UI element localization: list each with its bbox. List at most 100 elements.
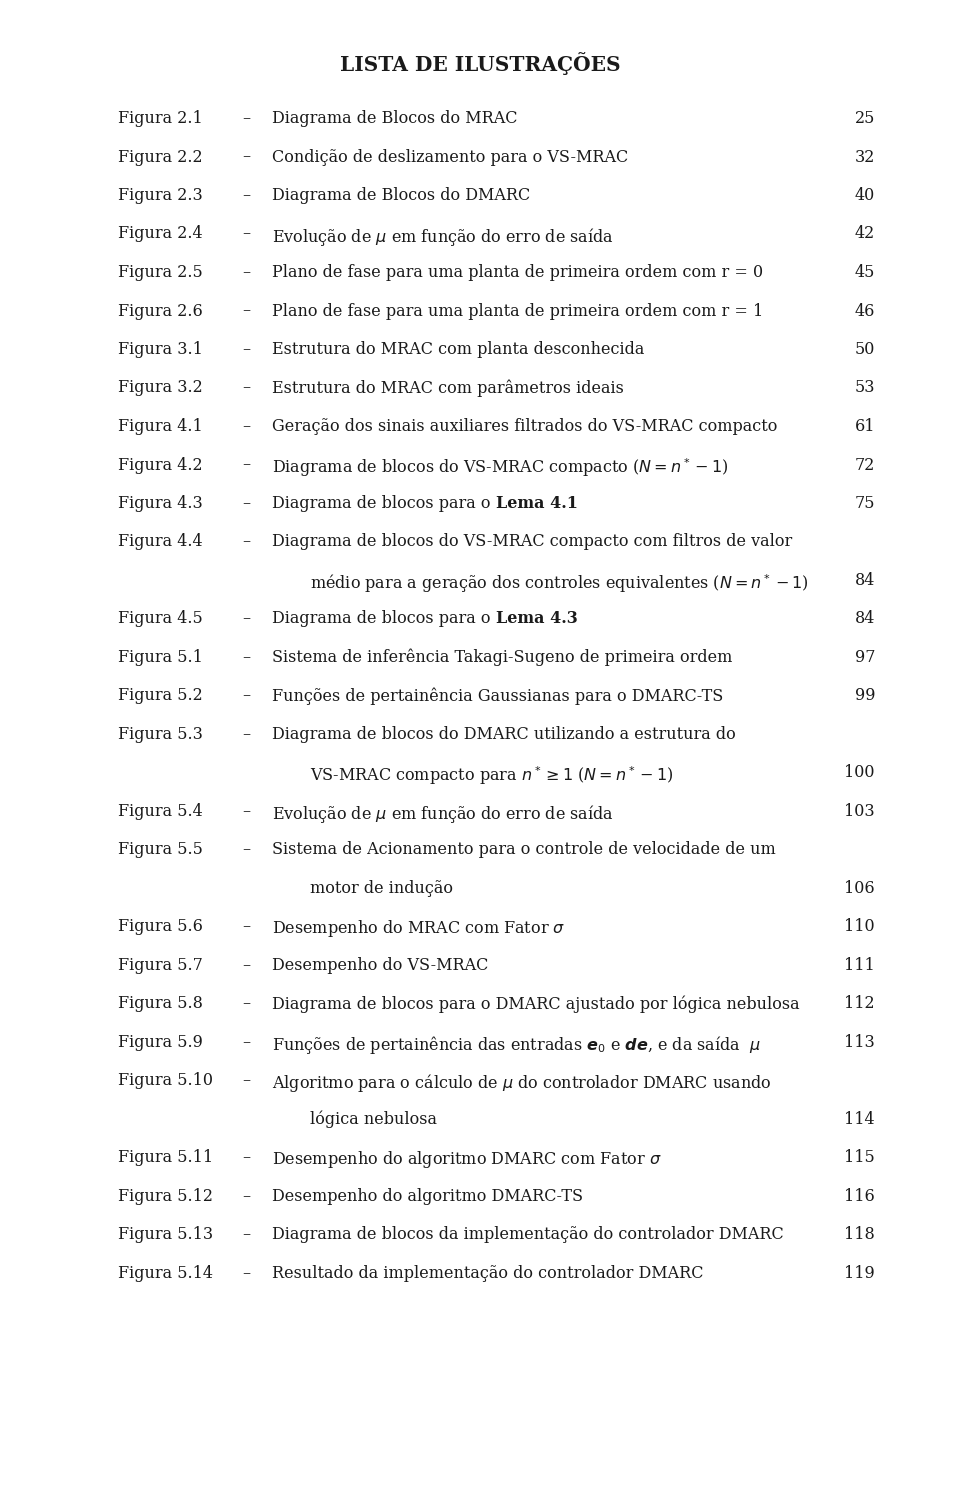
Text: 53: 53	[854, 379, 875, 397]
Text: Figura 5.8: Figura 5.8	[118, 996, 203, 1012]
Text: Figura 4.5: Figura 4.5	[118, 611, 203, 627]
Text: –: –	[242, 918, 251, 936]
Text: 84: 84	[854, 572, 875, 588]
Text: 97: 97	[854, 649, 875, 666]
Text: VS-MRAC compacto para $n^* \geq 1$ ($N = n^* - 1$): VS-MRAC compacto para $n^* \geq 1$ ($N =…	[310, 764, 673, 788]
Text: Plano de fase para uma planta de primeira ordem com r = 0: Plano de fase para uma planta de primeir…	[272, 265, 763, 281]
Text: 114: 114	[845, 1112, 875, 1128]
Text: –: –	[242, 226, 251, 242]
Text: 99: 99	[854, 688, 875, 704]
Text: –: –	[242, 265, 251, 281]
Text: Plano de fase para uma planta de primeira ordem com r = 1: Plano de fase para uma planta de primeir…	[272, 303, 763, 319]
Text: Figura 2.6: Figura 2.6	[118, 303, 203, 319]
Text: 111: 111	[844, 957, 875, 973]
Text: Figura 4.3: Figura 4.3	[118, 495, 203, 513]
Text: Figura 5.2: Figura 5.2	[118, 688, 203, 704]
Text: –: –	[242, 1150, 251, 1167]
Text: 100: 100	[845, 764, 875, 782]
Text: Desempenho do MRAC com Fator $\sigma$: Desempenho do MRAC com Fator $\sigma$	[272, 918, 565, 939]
Text: Figura 5.14: Figura 5.14	[118, 1265, 213, 1282]
Text: –: –	[242, 1073, 251, 1089]
Text: Figura 2.3: Figura 2.3	[118, 187, 203, 204]
Text: 46: 46	[854, 303, 875, 319]
Text: Funções de pertainência Gaussianas para o DMARC-TS: Funções de pertainência Gaussianas para …	[272, 688, 723, 704]
Text: motor de indução: motor de indução	[310, 880, 453, 898]
Text: –: –	[242, 611, 251, 627]
Text: Figura 5.11: Figura 5.11	[118, 1150, 213, 1167]
Text: 72: 72	[854, 456, 875, 474]
Text: 25: 25	[854, 110, 875, 126]
Text: Diagrama de blocos do VS-MRAC compacto com filtros de valor: Diagrama de blocos do VS-MRAC compacto c…	[272, 533, 792, 550]
Text: Figura 5.4: Figura 5.4	[118, 802, 203, 820]
Text: –: –	[242, 688, 251, 704]
Text: –: –	[242, 841, 251, 859]
Text: –: –	[242, 802, 251, 820]
Text: –: –	[242, 340, 251, 358]
Text: Figura 5.9: Figura 5.9	[118, 1034, 203, 1051]
Text: 32: 32	[854, 149, 875, 165]
Text: –: –	[242, 418, 251, 435]
Text: Desempenho do VS-MRAC: Desempenho do VS-MRAC	[272, 957, 489, 973]
Text: Figura 4.1: Figura 4.1	[118, 418, 203, 435]
Text: Desempenho do algoritmo DMARC-TS: Desempenho do algoritmo DMARC-TS	[272, 1187, 583, 1205]
Text: Figura 5.3: Figura 5.3	[118, 727, 203, 743]
Text: Evolução de $\mu$ em função do erro de saída: Evolução de $\mu$ em função do erro de s…	[272, 226, 613, 248]
Text: –: –	[242, 727, 251, 743]
Text: Desempenho do algoritmo DMARC com Fator $\sigma$: Desempenho do algoritmo DMARC com Fator …	[272, 1150, 661, 1171]
Text: Figura 2.2: Figura 2.2	[118, 149, 203, 165]
Text: Geração dos sinais auxiliares filtrados do VS-MRAC compacto: Geração dos sinais auxiliares filtrados …	[272, 418, 778, 435]
Text: Figura 5.5: Figura 5.5	[118, 841, 203, 859]
Text: Diagrama de blocos do VS-MRAC compacto ($N = n^* - 1$): Diagrama de blocos do VS-MRAC compacto (…	[272, 456, 729, 478]
Text: lógica nebulosa: lógica nebulosa	[310, 1112, 437, 1128]
Text: –: –	[242, 110, 251, 126]
Text: –: –	[242, 649, 251, 666]
Text: –: –	[242, 957, 251, 973]
Text: 103: 103	[845, 802, 875, 820]
Text: 115: 115	[844, 1150, 875, 1167]
Text: Figura 2.1: Figura 2.1	[118, 110, 203, 126]
Text: Lema 4.3: Lema 4.3	[495, 611, 577, 627]
Text: Lema 4.1: Lema 4.1	[495, 495, 578, 513]
Text: Diagrama de blocos para o DMARC ajustado por lógica nebulosa: Diagrama de blocos para o DMARC ajustado…	[272, 996, 800, 1013]
Text: Figura 5.7: Figura 5.7	[118, 957, 203, 973]
Text: Condição de deslizamento para o VS-MRAC: Condição de deslizamento para o VS-MRAC	[272, 149, 628, 165]
Text: Diagrama de blocos do DMARC utilizando a estrutura do: Diagrama de blocos do DMARC utilizando a…	[272, 727, 735, 743]
Text: Evolução de $\mu$ em função do erro de saída: Evolução de $\mu$ em função do erro de s…	[272, 802, 613, 825]
Text: Figura 5.12: Figura 5.12	[118, 1187, 213, 1205]
Text: Figura 2.4: Figura 2.4	[118, 226, 203, 242]
Text: Diagrama de Blocos do MRAC: Diagrama de Blocos do MRAC	[272, 110, 517, 126]
Text: –: –	[242, 996, 251, 1012]
Text: Sistema de inferência Takagi-Sugeno de primeira ordem: Sistema de inferência Takagi-Sugeno de p…	[272, 649, 732, 667]
Text: Figura 5.13: Figura 5.13	[118, 1226, 213, 1244]
Text: 75: 75	[854, 495, 875, 513]
Text: 112: 112	[845, 996, 875, 1012]
Text: LISTA DE ILUSTRAÇÕES: LISTA DE ILUSTRAÇÕES	[340, 52, 620, 74]
Text: Diagrama de blocos para o: Diagrama de blocos para o	[272, 495, 495, 513]
Text: –: –	[242, 533, 251, 550]
Text: 106: 106	[845, 880, 875, 898]
Text: –: –	[242, 456, 251, 474]
Text: 118: 118	[844, 1226, 875, 1244]
Text: –: –	[242, 149, 251, 165]
Text: 61: 61	[854, 418, 875, 435]
Text: Diagrama de blocos da implementação do controlador DMARC: Diagrama de blocos da implementação do c…	[272, 1226, 783, 1244]
Text: –: –	[242, 1034, 251, 1051]
Text: –: –	[242, 303, 251, 319]
Text: –: –	[242, 1226, 251, 1244]
Text: Funções de pertainência das entradas $\boldsymbol{e}_0$ e $\boldsymbol{de}$, e d: Funções de pertainência das entradas $\b…	[272, 1034, 761, 1057]
Text: 116: 116	[844, 1187, 875, 1205]
Text: 50: 50	[854, 340, 875, 358]
Text: –: –	[242, 495, 251, 513]
Text: 113: 113	[844, 1034, 875, 1051]
Text: Figura 5.10: Figura 5.10	[118, 1073, 213, 1089]
Text: –: –	[242, 1187, 251, 1205]
Text: médio para a geração dos controles equivalentes ($N = n^* - 1$): médio para a geração dos controles equiv…	[310, 572, 809, 594]
Text: Diagrama de Blocos do DMARC: Diagrama de Blocos do DMARC	[272, 187, 530, 204]
Text: Figura 2.5: Figura 2.5	[118, 265, 203, 281]
Text: Figura 4.2: Figura 4.2	[118, 456, 203, 474]
Text: Diagrama de blocos para o: Diagrama de blocos para o	[272, 611, 495, 627]
Text: Figura 4.4: Figura 4.4	[118, 533, 203, 550]
Text: Resultado da implementação do controlador DMARC: Resultado da implementação do controlado…	[272, 1265, 704, 1282]
Text: Sistema de Acionamento para o controle de velocidade de um: Sistema de Acionamento para o controle d…	[272, 841, 776, 859]
Text: Figura 5.6: Figura 5.6	[118, 918, 203, 936]
